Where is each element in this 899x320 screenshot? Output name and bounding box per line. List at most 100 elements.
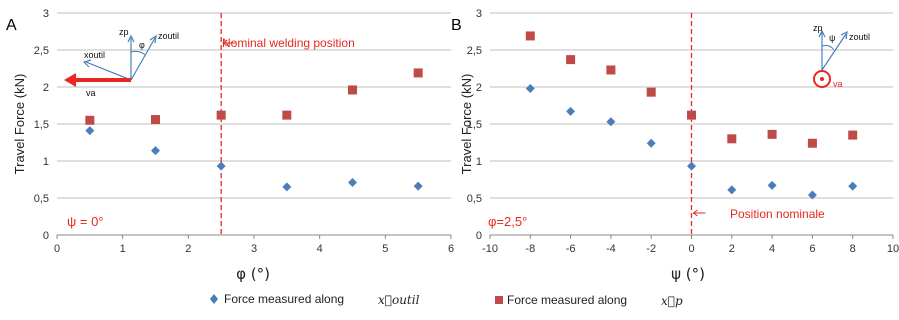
schematic-a-xoutil-label: xoutil — [84, 50, 105, 60]
panel-a-y-tick-label: 3 — [43, 8, 49, 20]
schematic-b-zoutil-arrow — [821, 33, 847, 71]
panel-b-y-axis-title: Travel Force (kN) — [459, 74, 474, 175]
schematic-a-zoutil-arrow — [130, 37, 156, 81]
panel-a-outil-point — [348, 177, 357, 187]
panel-b-outil-point — [646, 138, 656, 148]
panel-b-plot-area: 0 0,5 1 1,5 2 2,5 3 -10 -8 -6 -4 -2 0 2 4 6 8 10 — [467, 8, 899, 255]
panel-a-outil-point — [216, 161, 226, 171]
panel-a-y-tick-label: 0 — [43, 230, 49, 242]
panel-b-p-point — [646, 87, 656, 97]
panel-a-x-tick-label: 1 — [120, 243, 126, 255]
panel-b-y-tick-label: 3 — [476, 8, 482, 20]
panel-a-x-axis-title: φ (°) — [236, 265, 270, 283]
panel-a: A 0 0,5 1 1,5 2 2,5 3 0 1 2 3 4 5 6 Travel Force (kN)… — [6, 8, 454, 283]
panel-b-outil-point — [566, 106, 576, 116]
panel-a-reference-label: Nominal welding position — [222, 36, 355, 50]
legend: Force measured along x⃗outil Force measu… — [210, 292, 683, 308]
panel-a-y-tick-label: 2 — [43, 82, 49, 94]
panel-b-x-tick-label: 10 — [887, 243, 899, 255]
panel-b-outil-point — [807, 190, 817, 200]
panel-a-reference-arrowhead — [222, 39, 228, 47]
panel-a-tool-schematic: zp zoutil xoutil va φ — [64, 27, 179, 98]
panel-b-outil-point — [848, 181, 858, 191]
panel-a-y-tick-label: 1,5 — [34, 119, 49, 131]
panel-a-p-point — [216, 110, 226, 120]
schematic-a-xoutil-arrowhead — [82, 59, 92, 68]
panel-b-x-tick-label: 2 — [729, 243, 735, 255]
schematic-a-angle-label: φ — [139, 40, 145, 50]
panel-b-p-point — [687, 110, 696, 120]
panel-b-y-tick-label: 1 — [476, 156, 482, 168]
panel-a-outil-point — [85, 126, 95, 136]
panel-b-outil-point — [727, 185, 737, 195]
schematic-b-va-label: va — [833, 79, 843, 89]
schematic-a-zp-arrowhead — [127, 34, 135, 43]
panel-b-x-tick-label: -8 — [525, 243, 535, 255]
legend-p-label: Force measured along — [507, 293, 627, 307]
panel-b-p-point — [727, 134, 737, 144]
panel-b-p-point — [566, 55, 576, 65]
panel-a-y-tick-label: 1 — [43, 156, 49, 168]
panel-b-x-tick-label: 4 — [769, 243, 775, 255]
panel-b-reference-arrowhead — [692, 209, 698, 217]
schematic-b-zp-arrowhead — [818, 29, 826, 38]
schematic-a-zoutil-arrowhead — [149, 34, 157, 44]
schematic-a-xoutil-arrow — [85, 61, 132, 81]
panel-a-p-point — [151, 115, 160, 125]
panel-b-p-point — [606, 65, 616, 75]
legend-p-marker — [495, 296, 503, 304]
schematic-a-zoutil-label: zoutil — [158, 31, 179, 41]
panel-b-condition-label: φ=2,5° — [488, 214, 527, 229]
panel-a-x-tick-label: 5 — [382, 243, 388, 255]
panel-a-y-tick-label: 2,5 — [34, 45, 49, 57]
schematic-b-zp-label: zp — [813, 23, 823, 33]
legend-item-p: Force measured along x⃗p — [495, 293, 683, 308]
panel-b-outil-point — [767, 180, 777, 190]
panel-a-x-tick-label: 2 — [185, 243, 191, 255]
panel-b-p-point — [525, 31, 535, 41]
panel-b-x-axis-title: ψ (°) — [671, 265, 705, 283]
panel-a-outil-point — [151, 146, 160, 156]
panel-b: B 0 0,5 1 1,5 2 2,5 3 -10 -8 -6 -4 -2 0 2 4 6 8 10 Travel… — [451, 8, 899, 283]
panel-a-p-point — [85, 115, 95, 125]
panel-a-x-tick-label: 0 — [54, 243, 60, 255]
schematic-a-zp-label: zp — [119, 27, 129, 37]
panel-b-tool-schematic: zp zoutil va ψ — [813, 23, 870, 89]
panel-b-outil-point — [525, 83, 535, 93]
panel-b-y-tick-label: 2,5 — [467, 45, 482, 57]
panel-b-p-point — [767, 129, 777, 139]
panel-b-reference-label: Position nominale — [730, 207, 825, 221]
panel-b-y-tick-label: 1,5 — [467, 119, 482, 131]
panel-b-x-tick-label: -6 — [566, 243, 576, 255]
panel-a-p-point — [282, 110, 292, 120]
panel-b-x-tick-label: 8 — [850, 243, 856, 255]
panel-b-p-point — [848, 130, 858, 140]
schematic-b-zoutil-label: zoutil — [849, 32, 870, 42]
panel-a-x-tick-label: 6 — [448, 243, 454, 255]
panel-b-x-tick-label: 6 — [809, 243, 815, 255]
panel-a-plot-area: 0 0,5 1 1,5 2 2,5 3 0 1 2 3 4 5 6 — [34, 8, 454, 255]
panel-a-p-point — [348, 85, 357, 95]
legend-outil-marker — [210, 294, 218, 304]
schematic-a-angle-arc — [130, 50, 146, 56]
schematic-b-velocity-dot — [820, 77, 824, 81]
legend-outil-symbol: x⃗outil — [378, 293, 420, 307]
panel-b-outil-point — [687, 161, 696, 171]
panel-b-y-tick-label: 2 — [476, 82, 482, 94]
panel-a-p-point — [413, 68, 423, 78]
legend-outil-label: Force measured along — [224, 292, 344, 306]
schematic-a-va-label: va — [86, 88, 96, 98]
panel-b-x-tick-label: 0 — [688, 243, 694, 255]
panel-a-condition-label: ψ = 0° — [67, 214, 104, 229]
panel-a-x-tick-label: 4 — [317, 243, 323, 255]
schematic-a-velocity-arrowhead — [64, 73, 76, 87]
panel-b-outil-point — [606, 117, 616, 127]
panel-b-p-point — [807, 138, 817, 148]
schematic-b-zoutil-arrowhead — [840, 30, 848, 40]
panel-a-letter: A — [6, 17, 17, 34]
legend-p-symbol: x⃗p — [661, 294, 683, 308]
panel-b-x-tick-label: -4 — [606, 243, 616, 255]
panel-b-x-tick-label: -10 — [482, 243, 498, 255]
panel-b-x-tick-label: -2 — [646, 243, 656, 255]
